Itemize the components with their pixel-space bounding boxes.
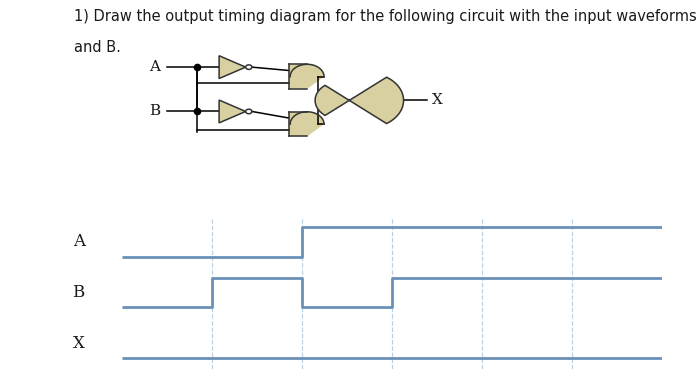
- Text: B: B: [149, 105, 160, 119]
- Text: X: X: [432, 93, 442, 108]
- Text: X: X: [73, 335, 85, 352]
- Polygon shape: [219, 100, 246, 123]
- Text: B: B: [73, 284, 85, 301]
- Text: A: A: [150, 60, 160, 74]
- Text: A: A: [73, 233, 85, 250]
- Polygon shape: [315, 77, 403, 124]
- Polygon shape: [219, 56, 246, 79]
- Text: 1) Draw the output timing diagram for the following circuit with the input wavef: 1) Draw the output timing diagram for th…: [74, 10, 700, 24]
- Polygon shape: [288, 64, 324, 89]
- Text: and B.: and B.: [74, 40, 120, 55]
- Circle shape: [246, 109, 252, 114]
- Circle shape: [246, 65, 252, 70]
- Polygon shape: [288, 112, 324, 136]
